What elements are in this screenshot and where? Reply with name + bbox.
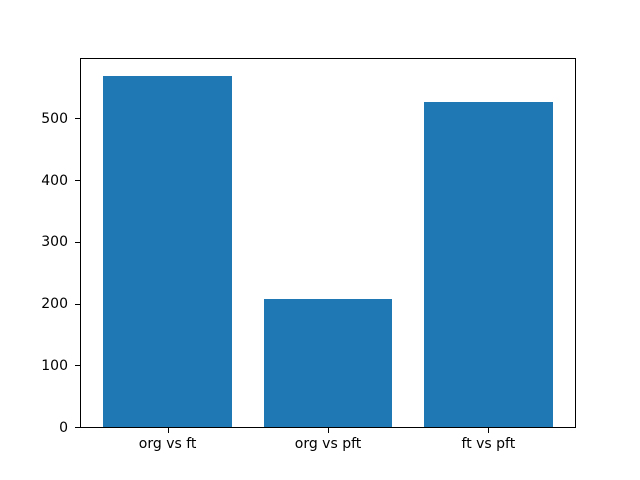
- y-tick-label: 300: [41, 234, 68, 251]
- y-tick-label: 200: [41, 296, 68, 312]
- y-tick: [75, 303, 80, 305]
- x-tick-label: org vs pft: [294, 436, 362, 452]
- x-tick: [488, 428, 490, 433]
- x-tick-label: ft vs pft: [461, 436, 516, 452]
- y-tick: [75, 427, 80, 428]
- y-tick: [75, 365, 80, 367]
- x-tick-label: org vs ft: [138, 436, 197, 452]
- bar-org-vs-pft: [263, 299, 393, 427]
- y-tick-label: 500: [41, 110, 68, 127]
- bar-ft-vs-pft: [424, 101, 553, 427]
- plot-area: [80, 58, 576, 428]
- y-tick: [75, 118, 80, 120]
- y-tick: [75, 241, 80, 243]
- y-tick-label: 100: [41, 357, 68, 374]
- x-tick: [328, 428, 329, 433]
- x-tick: [167, 428, 169, 433]
- y-tick-label: 0: [59, 419, 68, 436]
- bar-org-vs-ft: [103, 76, 232, 427]
- y-tick: [75, 180, 80, 182]
- y-tick-label: 400: [41, 172, 68, 189]
